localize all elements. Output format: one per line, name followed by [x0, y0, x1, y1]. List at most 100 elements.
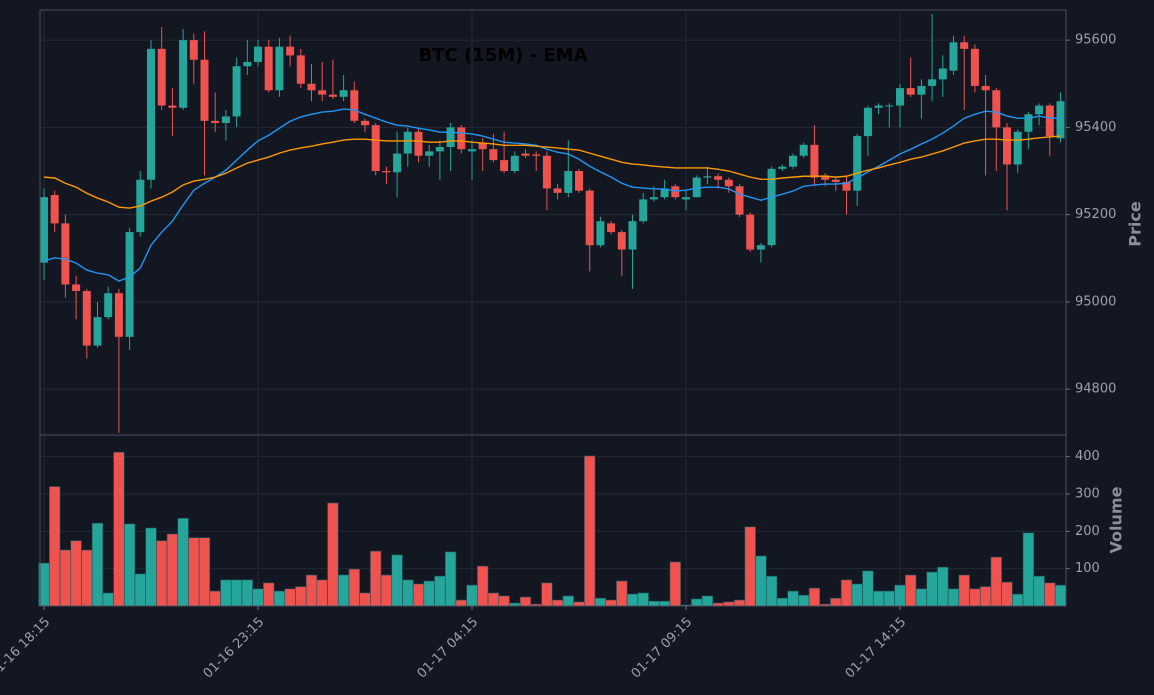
- candle-body: [542, 155, 551, 189]
- volume-bar: [584, 455, 596, 607]
- volume-bar: [444, 551, 457, 607]
- volume-bar: [1033, 575, 1045, 607]
- volume-bar: [380, 574, 393, 607]
- volume-bar: [1044, 582, 1056, 607]
- volume-bar: [327, 502, 339, 607]
- volume-bar: [91, 522, 104, 607]
- candle-body: [831, 179, 840, 182]
- volume-bar: [808, 587, 821, 607]
- volume-bar: [626, 593, 639, 607]
- candle-body: [874, 105, 883, 108]
- candle-body: [564, 171, 573, 193]
- candle-body: [778, 166, 787, 169]
- volume-bar: [113, 451, 125, 607]
- volume-bar: [915, 588, 928, 607]
- candle-body: [960, 42, 969, 49]
- y-tick-label: 100: [1075, 561, 1100, 576]
- candle-body: [264, 46, 273, 91]
- volume-bar: [958, 574, 970, 607]
- volume-bar: [905, 574, 917, 607]
- candle-body: [585, 190, 594, 246]
- candle-body: [970, 48, 979, 86]
- volume-bar: [840, 579, 853, 607]
- candle-body: [328, 94, 337, 97]
- volume-bar: [252, 588, 264, 607]
- volume-bar: [594, 597, 607, 607]
- frame: [39, 9, 1067, 607]
- y-tick-label: 400: [1075, 449, 1100, 464]
- candle-body: [318, 90, 327, 95]
- candle-body: [147, 48, 155, 180]
- candle-body: [168, 105, 177, 108]
- candle-body: [457, 127, 466, 150]
- volume-bar: [498, 595, 510, 607]
- candle-body: [917, 85, 926, 95]
- volume-bar: [145, 527, 157, 607]
- candle-body: [40, 197, 48, 263]
- volume-bar: [59, 549, 72, 607]
- volume-bar: [551, 599, 564, 607]
- candle-body: [799, 144, 808, 156]
- candle-body: [286, 46, 295, 56]
- y-tick-label: 95400: [1075, 120, 1116, 135]
- candle-body: [896, 88, 904, 106]
- volume-bar: [1012, 593, 1024, 607]
- candle-body: [714, 176, 723, 180]
- volume-bar: [862, 570, 874, 607]
- candle-body: [446, 127, 455, 148]
- candle-body: [243, 61, 252, 67]
- candle-body: [254, 46, 262, 62]
- volume-bar: [70, 540, 82, 607]
- ema-line: [43, 135, 1061, 209]
- candle-body: [425, 151, 434, 156]
- volume-bar: [798, 594, 810, 607]
- volume-bar: [787, 590, 799, 607]
- y-axis-label: Price: [1126, 201, 1145, 247]
- candle-body: [1056, 101, 1065, 139]
- candle-body: [842, 181, 851, 191]
- candle-body: [414, 131, 423, 156]
- y-tick-label: 95600: [1075, 33, 1116, 48]
- candle-body: [382, 171, 391, 173]
- volume-axis-label: Volume: [1107, 486, 1126, 553]
- volume-bar: [156, 540, 168, 607]
- candle-body: [938, 68, 947, 80]
- candle-body: [435, 147, 444, 152]
- candle-body: [61, 223, 70, 285]
- volume-bar: [455, 599, 467, 607]
- volume-bar: [348, 568, 360, 607]
- candle-body: [82, 291, 91, 346]
- y-tick-label: 95000: [1075, 294, 1116, 309]
- volume-bar: [188, 537, 200, 607]
- candle-body: [756, 245, 765, 250]
- candle-body: [746, 214, 755, 250]
- candle-body: [50, 195, 59, 224]
- volume-bar: [744, 526, 756, 607]
- volume-bar: [284, 588, 296, 607]
- candle-body: [703, 176, 712, 178]
- candle-body: [992, 90, 1001, 128]
- volume-bar: [883, 590, 895, 607]
- candle-body: [296, 55, 305, 84]
- volume-bar: [733, 599, 746, 607]
- volume-bar: [477, 565, 489, 607]
- volume-bar: [776, 597, 788, 607]
- candle-body: [157, 48, 166, 106]
- candle-body: [1003, 127, 1011, 165]
- candle-body: [906, 88, 915, 95]
- candle-body: [179, 40, 188, 108]
- y-tick-label: 95200: [1075, 207, 1116, 222]
- volume-bar: [562, 595, 574, 607]
- candle-body: [949, 42, 958, 71]
- volume-bar: [305, 574, 318, 607]
- volume-bar: [830, 597, 842, 607]
- candle-body: [1013, 131, 1022, 165]
- candle-body: [649, 197, 658, 200]
- volume-bar: [573, 601, 585, 607]
- volume-bar: [434, 575, 446, 607]
- candle-body: [371, 125, 380, 172]
- volume-bar: [466, 584, 478, 607]
- candle-body: [724, 179, 733, 187]
- candle-body: [221, 116, 230, 124]
- volume-bar: [423, 580, 435, 607]
